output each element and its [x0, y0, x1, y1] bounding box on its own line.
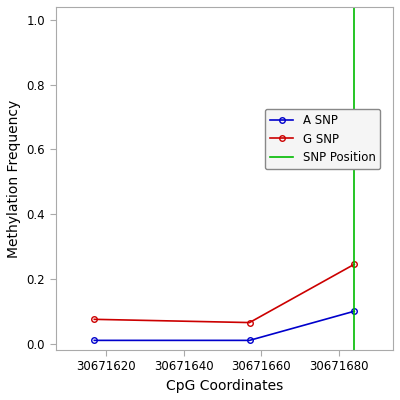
A SNP	[247, 338, 252, 343]
Line: G SNP: G SNP	[92, 262, 357, 325]
Y-axis label: Methylation Frequency: Methylation Frequency	[7, 99, 21, 258]
G SNP	[352, 262, 357, 267]
A SNP	[92, 338, 97, 343]
X-axis label: CpG Coordinates: CpG Coordinates	[166, 379, 283, 393]
A SNP	[352, 309, 357, 314]
Legend: A SNP, G SNP, SNP Position: A SNP, G SNP, SNP Position	[265, 109, 380, 169]
G SNP	[92, 317, 97, 322]
G SNP	[247, 320, 252, 325]
Line: A SNP: A SNP	[92, 308, 357, 343]
